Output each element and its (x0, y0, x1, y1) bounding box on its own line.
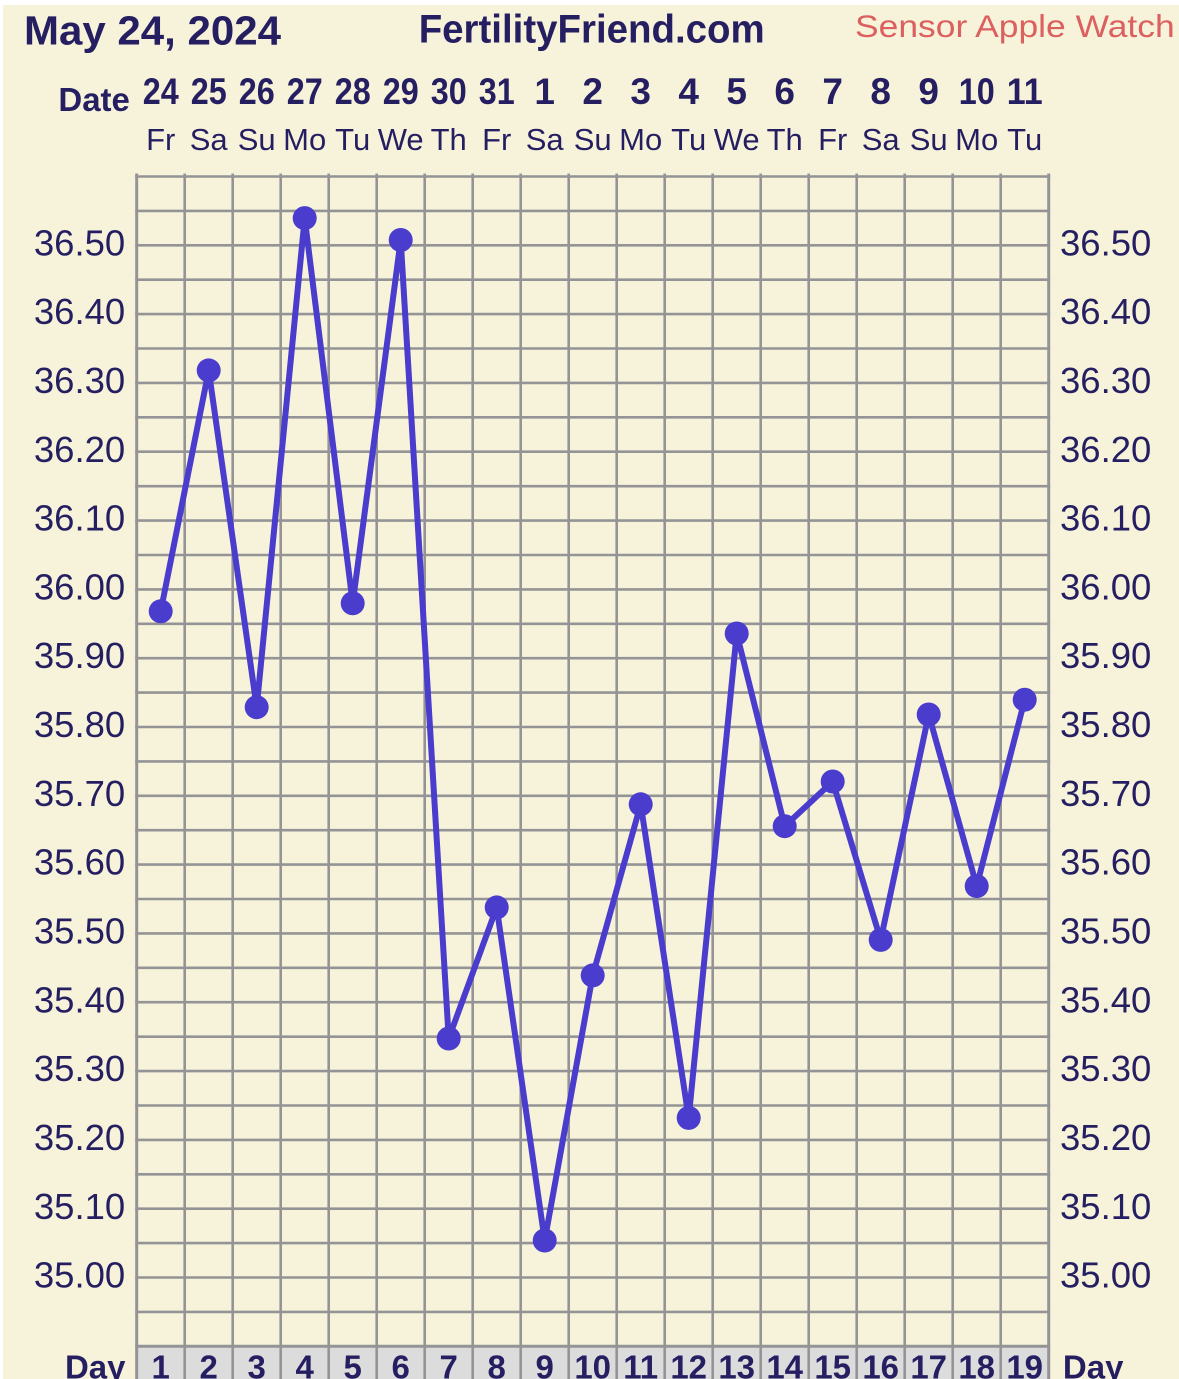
svg-text:10: 10 (959, 71, 995, 112)
svg-text:31: 31 (479, 71, 515, 112)
svg-text:35.20: 35.20 (1060, 1117, 1151, 1158)
svg-text:14: 14 (766, 1349, 803, 1379)
svg-text:10: 10 (574, 1349, 611, 1379)
svg-text:4: 4 (678, 71, 699, 112)
svg-text:Sa: Sa (190, 122, 229, 157)
svg-text:2: 2 (200, 1349, 218, 1379)
svg-text:9: 9 (918, 71, 939, 112)
svg-text:Tu: Tu (671, 122, 706, 157)
svg-text:Tu: Tu (335, 122, 370, 157)
svg-text:Th: Th (767, 122, 803, 157)
svg-text:29: 29 (383, 71, 419, 112)
svg-text:30: 30 (431, 71, 467, 112)
svg-text:35.60: 35.60 (1060, 842, 1151, 883)
svg-text:17: 17 (910, 1349, 947, 1379)
svg-text:Fr: Fr (818, 122, 847, 157)
svg-text:5: 5 (344, 1349, 362, 1379)
svg-text:11: 11 (623, 1349, 658, 1379)
svg-text:11: 11 (1007, 71, 1043, 112)
svg-text:5: 5 (726, 71, 747, 112)
svg-text:13: 13 (718, 1349, 755, 1379)
svg-text:FertilityFriend.com: FertilityFriend.com (419, 7, 765, 51)
svg-text:Sa: Sa (526, 122, 565, 157)
svg-text:35.30: 35.30 (34, 1048, 125, 1089)
svg-text:35.20: 35.20 (34, 1117, 125, 1158)
svg-text:2: 2 (582, 71, 603, 112)
svg-text:Day: Day (1063, 1349, 1124, 1379)
svg-text:35.10: 35.10 (1060, 1186, 1151, 1227)
svg-text:15: 15 (814, 1349, 851, 1379)
svg-text:Th: Th (431, 122, 467, 157)
svg-text:9: 9 (536, 1349, 554, 1379)
svg-text:35.40: 35.40 (1060, 979, 1151, 1020)
svg-text:35.30: 35.30 (1060, 1048, 1151, 1089)
svg-text:1: 1 (534, 71, 555, 112)
svg-text:3: 3 (630, 71, 651, 112)
svg-text:36.40: 36.40 (34, 291, 125, 332)
svg-text:Day: Day (65, 1349, 126, 1379)
svg-text:Su: Su (910, 122, 948, 157)
svg-text:36.40: 36.40 (1060, 291, 1151, 332)
svg-text:7: 7 (822, 71, 843, 112)
svg-text:36.00: 36.00 (34, 566, 125, 607)
svg-text:36.30: 36.30 (34, 360, 125, 401)
svg-text:26: 26 (239, 71, 275, 112)
svg-text:28: 28 (335, 71, 371, 112)
svg-text:Fr: Fr (482, 122, 511, 157)
svg-text:Mo: Mo (955, 122, 998, 157)
svg-text:Mo: Mo (283, 122, 326, 157)
svg-text:35.00: 35.00 (34, 1255, 125, 1296)
svg-text:Su: Su (238, 122, 276, 157)
svg-text:16: 16 (862, 1349, 899, 1379)
svg-text:35.50: 35.50 (1060, 911, 1151, 952)
svg-text:35.10: 35.10 (34, 1186, 125, 1227)
svg-text:36.10: 36.10 (34, 498, 125, 539)
svg-text:Sensor Apple Watch: Sensor Apple Watch (855, 8, 1175, 44)
svg-text:36.20: 36.20 (1060, 429, 1151, 470)
svg-text:Sa: Sa (862, 122, 901, 157)
svg-text:36.50: 36.50 (34, 222, 125, 263)
svg-text:Mo: Mo (619, 122, 662, 157)
svg-text:27: 27 (287, 71, 323, 112)
svg-text:35.60: 35.60 (34, 842, 125, 883)
svg-text:We: We (714, 122, 760, 157)
svg-text:Fr: Fr (146, 122, 175, 157)
svg-text:1: 1 (152, 1349, 170, 1379)
svg-text:Tu: Tu (1007, 122, 1042, 157)
svg-text:8: 8 (870, 71, 891, 112)
svg-text:Date: Date (58, 81, 130, 118)
svg-text:Su: Su (574, 122, 612, 157)
svg-text:35.90: 35.90 (1060, 635, 1151, 676)
svg-text:May 24, 2024: May 24, 2024 (24, 7, 281, 53)
svg-text:8: 8 (488, 1349, 506, 1379)
svg-text:3: 3 (248, 1349, 266, 1379)
svg-text:12: 12 (670, 1349, 707, 1379)
svg-text:25: 25 (191, 71, 227, 112)
svg-text:35.70: 35.70 (34, 773, 125, 814)
svg-text:35.40: 35.40 (34, 979, 125, 1020)
svg-text:35.50: 35.50 (34, 911, 125, 952)
svg-text:36.50: 36.50 (1060, 222, 1151, 263)
svg-text:35.80: 35.80 (34, 704, 125, 745)
svg-text:36.30: 36.30 (1060, 360, 1151, 401)
svg-text:36.10: 36.10 (1060, 498, 1151, 539)
svg-text:7: 7 (440, 1349, 458, 1379)
svg-text:35.80: 35.80 (1060, 704, 1151, 745)
svg-text:35.00: 35.00 (1060, 1255, 1151, 1296)
svg-text:We: We (378, 122, 424, 157)
svg-text:35.90: 35.90 (34, 635, 125, 676)
svg-text:6: 6 (774, 71, 795, 112)
svg-text:19: 19 (1006, 1349, 1043, 1379)
svg-text:6: 6 (392, 1349, 410, 1379)
svg-text:36.20: 36.20 (34, 429, 125, 470)
svg-text:36.00: 36.00 (1060, 566, 1151, 607)
svg-text:35.70: 35.70 (1060, 773, 1151, 814)
svg-text:4: 4 (296, 1349, 315, 1379)
svg-text:18: 18 (958, 1349, 995, 1379)
svg-text:24: 24 (143, 71, 179, 112)
